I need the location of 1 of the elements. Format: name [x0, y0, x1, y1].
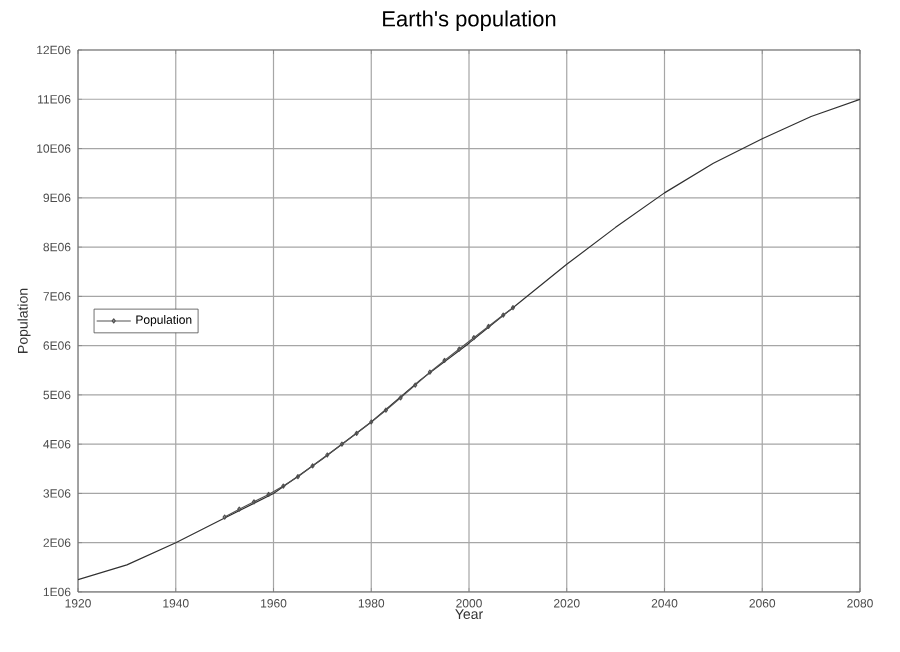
- chart-title: Earth's population: [383, 10, 556, 31]
